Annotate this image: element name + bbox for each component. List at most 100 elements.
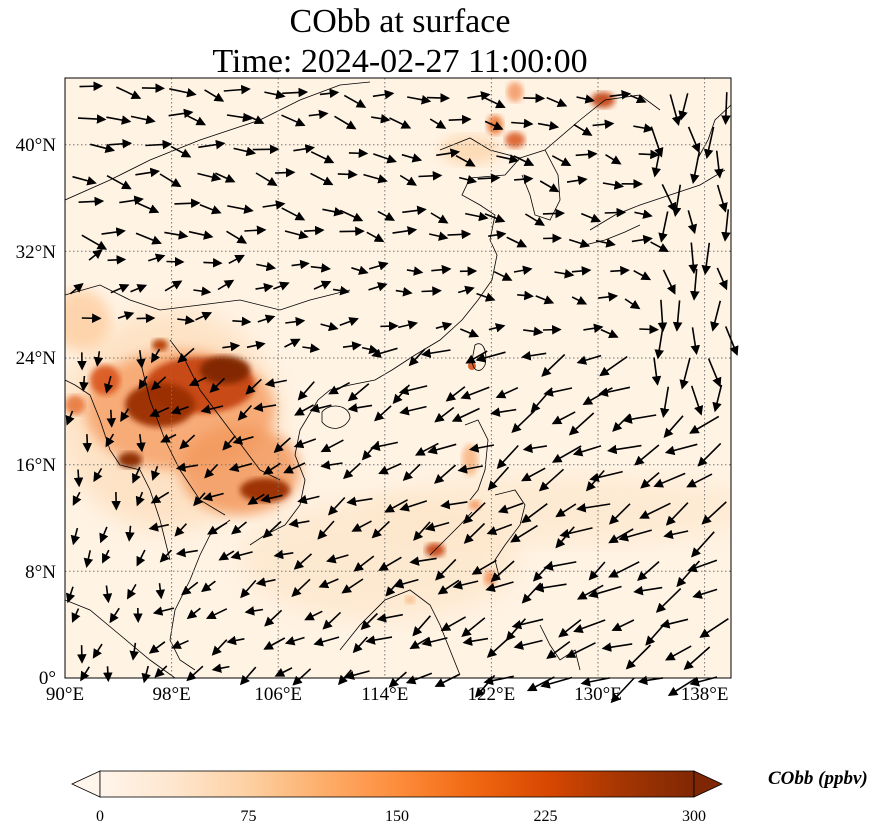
- wind-arrow: [130, 284, 148, 293]
- wind-arrow: [659, 386, 670, 418]
- wind-arrow: [513, 639, 543, 650]
- wind-arrow: [707, 358, 722, 388]
- wind-arrow: [130, 114, 156, 125]
- wind-arrow: [253, 402, 277, 412]
- wind-arrow: [571, 295, 588, 305]
- wind-arrow: [343, 94, 367, 108]
- wind-arrow: [399, 500, 428, 512]
- wind-arrow: [506, 236, 528, 248]
- lon-label: 90°E: [46, 684, 84, 705]
- wind-arrow: [246, 340, 266, 351]
- wind-arrow: [421, 348, 451, 358]
- wind-arrow: [716, 267, 728, 291]
- wind-arrow: [79, 81, 104, 92]
- wind-arrow: [310, 172, 334, 186]
- wind-arrow: [672, 300, 683, 332]
- wind-arrow: [485, 581, 514, 593]
- wind-arrow: [622, 414, 657, 424]
- wind-arrow: [170, 405, 189, 415]
- wind-arrow: [434, 406, 455, 423]
- wind-arrow: [412, 615, 432, 637]
- wind-arrow: [511, 618, 544, 630]
- wind-arrow: [687, 559, 718, 573]
- wind-arrow: [637, 561, 660, 581]
- wind-arrow: [429, 118, 447, 129]
- wind-arrow: [459, 175, 478, 185]
- wind-arrow: [78, 196, 105, 207]
- wind-arrow: [511, 118, 534, 129]
- wind-arrow: [255, 282, 274, 293]
- lon-label: 98°E: [152, 684, 190, 705]
- wind-arrow: [150, 491, 170, 504]
- wind-arrow: [322, 207, 344, 217]
- wind-arrow: [605, 154, 622, 165]
- colorbar-tick: 75: [241, 808, 257, 825]
- wind-arrow: [588, 561, 606, 581]
- wind-arrow: [663, 529, 689, 540]
- wind-arrow: [69, 282, 84, 295]
- wind-arrow: [320, 439, 344, 453]
- wind-arrow: [576, 503, 611, 513]
- wind-arrow: [263, 637, 286, 650]
- wind-arrow: [273, 437, 291, 453]
- wind-arrow: [484, 97, 506, 109]
- wind-arrow: [102, 549, 111, 564]
- wind-arrow: [341, 578, 364, 594]
- wind-arrow: [71, 608, 81, 623]
- wind-arrow: [256, 261, 277, 272]
- wind-arrow: [378, 462, 402, 475]
- lon-label: 122°E: [468, 684, 516, 705]
- wind-arrow: [149, 406, 170, 417]
- wind-arrow: [689, 415, 720, 434]
- wind-arrow: [344, 670, 370, 680]
- wind-arrow: [65, 586, 76, 604]
- wind-arrow: [580, 677, 611, 687]
- wind-arrow: [638, 149, 660, 160]
- wind-arrow: [275, 167, 296, 178]
- wind-arrow: [109, 607, 120, 624]
- wind-arrow: [135, 491, 145, 507]
- wind-arrow: [260, 493, 283, 504]
- wind-arrow: [692, 588, 718, 599]
- wind-arrow: [465, 211, 489, 222]
- wind-arrow: [245, 114, 265, 124]
- wind-arrow: [445, 386, 466, 402]
- map-frame: [64, 77, 732, 679]
- wind-arrow: [440, 499, 468, 510]
- wind-arrow: [712, 384, 723, 413]
- wind-arrow: [659, 618, 689, 629]
- wind-arrow: [318, 578, 339, 589]
- wind-arrow: [468, 443, 495, 453]
- wind-arrow: [566, 175, 588, 186]
- wind-arrow: [418, 170, 443, 181]
- wind-arrow: [195, 311, 213, 321]
- wind-arrow: [282, 87, 309, 98]
- wind-arrow: [393, 578, 419, 589]
- wind-arrow: [244, 225, 267, 236]
- wind-arrow: [511, 410, 536, 434]
- wind-arrow: [372, 89, 395, 100]
- wind-arrow: [433, 464, 457, 484]
- wind-arrow: [520, 467, 546, 482]
- wind-arrow: [523, 326, 544, 337]
- wind-arrow: [281, 114, 306, 127]
- wind-arrow: [690, 385, 704, 416]
- wind-arrow: [610, 677, 635, 704]
- wind-arrow: [231, 521, 248, 535]
- wind-arrow: [610, 265, 630, 276]
- lon-label: 114°E: [361, 684, 408, 705]
- wind-arrow: [493, 270, 513, 281]
- wind-arrow: [102, 585, 113, 604]
- wind-arrow: [159, 549, 172, 563]
- wind-arrow: [595, 238, 616, 248]
- wind-arrow: [255, 577, 276, 587]
- wind-arrow: [309, 403, 332, 413]
- wind-arrow: [226, 635, 245, 646]
- wind-arrow: [308, 109, 329, 120]
- wind-arrow: [690, 151, 701, 184]
- wind-arrow: [691, 531, 715, 558]
- wind-arrow: [284, 338, 301, 348]
- wind-arrow: [177, 347, 195, 363]
- lon-label: 106°E: [254, 684, 302, 705]
- wind-arrow: [288, 518, 310, 528]
